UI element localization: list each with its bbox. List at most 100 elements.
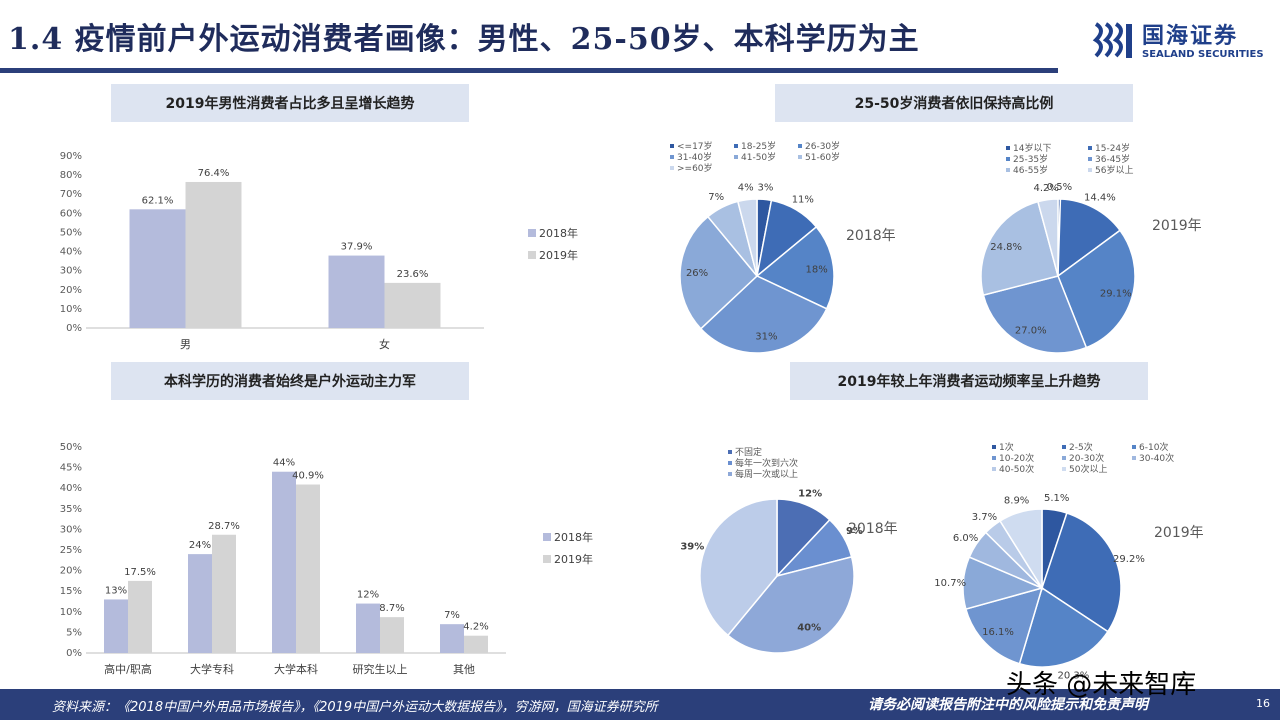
legend-swatch (528, 251, 536, 259)
x-tick-label: 大学专科 (190, 662, 234, 676)
legend-swatch (1088, 146, 1092, 150)
pie-slice (699, 498, 778, 637)
pie-year-label: 2018年 (846, 228, 896, 244)
legend-swatch (543, 555, 551, 563)
data-label: 44% (273, 458, 295, 469)
footer-disclaimer[interactable]: 请务必阅读报告附注中的风险提示和免责声明 (868, 697, 1148, 713)
data-label: 37.9% (341, 242, 373, 253)
y-tick-label: 0% (66, 323, 82, 334)
legend-swatch (1006, 168, 1010, 172)
legend-swatch (528, 229, 536, 237)
pie-slice (736, 198, 758, 277)
legend-swatch (734, 155, 738, 159)
legend-label: 6-10次 (1139, 441, 1168, 453)
legend-label: 25-35岁 (1013, 153, 1048, 165)
x-tick-label: 男 (180, 338, 191, 351)
bar (129, 209, 186, 328)
pie-label: 12% (798, 488, 822, 499)
y-tick-label: 5% (66, 627, 82, 638)
legend-swatch (1088, 157, 1092, 161)
y-tick-label: 0% (66, 648, 82, 659)
pie-slice (726, 555, 855, 654)
pie-slice (964, 586, 1044, 665)
legend-swatch (1062, 467, 1066, 471)
y-tick-label: 50% (60, 442, 82, 453)
data-label: 7% (444, 610, 460, 621)
panel-title-education: 本科学历的消费者始终是户外运动主力军 (111, 362, 469, 400)
legend-label: 15-24岁 (1095, 142, 1130, 154)
legend-swatch (670, 166, 674, 170)
data-label: 13% (105, 585, 127, 596)
pie-slice (679, 215, 759, 330)
y-tick-label: 30% (60, 524, 82, 535)
pie-label: 4.2% (1033, 183, 1058, 194)
y-tick-label: 80% (60, 170, 82, 181)
legend-swatch (1062, 445, 1066, 449)
y-tick-label: 20% (60, 566, 82, 577)
legend-label: 2018年 (554, 530, 593, 544)
y-tick-label: 40% (60, 483, 82, 494)
legend-swatch (1006, 146, 1010, 150)
data-label: 23.6% (397, 269, 429, 280)
pie-label: 0.5% (1047, 182, 1072, 193)
legend-swatch (1132, 445, 1136, 449)
logo-subtitle: SEALAND SECURITIES (1142, 49, 1264, 60)
pie-slice (982, 275, 1088, 354)
pie-label: 18% (805, 264, 827, 275)
pie-label: 27.0% (1015, 326, 1047, 337)
legend-label: 46-55岁 (1013, 164, 1048, 176)
legend-swatch (992, 456, 996, 460)
legend-label: 20-30次 (1069, 452, 1104, 464)
data-label: 28.7% (208, 521, 240, 532)
legend-label: 41-50岁 (741, 151, 776, 163)
legend-swatch (728, 450, 732, 454)
y-tick-label: 90% (60, 151, 82, 162)
pie-label: 4% (738, 183, 754, 194)
legend-label: 36-45岁 (1095, 153, 1130, 165)
bar (128, 580, 152, 653)
data-label: 76.4% (198, 168, 230, 179)
pie-label: 7% (708, 192, 724, 203)
x-tick-label: 研究生以上 (353, 662, 408, 676)
pie-label: 8.9% (1004, 496, 1029, 507)
legend-label: 26-30岁 (805, 140, 840, 152)
y-tick-label: 40% (60, 247, 82, 258)
legend-swatch (1088, 168, 1092, 172)
data-label: 4.2% (463, 622, 488, 633)
y-tick-label: 30% (60, 266, 82, 277)
pie-label: 20.3% (1058, 670, 1090, 681)
legend-label: 2019年 (539, 248, 578, 262)
education-bar-chart: 0% 5% 10% 15% 20% 25% 30% 35% 40% 45% 50% 13% 17.5% 高… (60, 442, 593, 676)
pie-slice (1018, 586, 1109, 668)
legend-swatch (992, 467, 996, 471)
pie-year-label: 2019年 (1152, 218, 1202, 234)
legend-swatch (1132, 456, 1136, 460)
legend-swatch (670, 155, 674, 159)
panel-title-age: 25-50岁消费者依旧保持高比例 (775, 84, 1133, 122)
legend-label: 18-25岁 (741, 140, 776, 152)
data-label: 8.7% (379, 603, 404, 614)
legend-label: <=17岁 (677, 140, 713, 152)
legend-swatch (734, 144, 738, 148)
header-divider (0, 68, 1058, 73)
legend-label: 51-60岁 (805, 151, 840, 163)
pie-slice (1041, 512, 1122, 633)
pie-label: 16.1% (982, 627, 1014, 638)
panel-title-frequency: 2019年较上年消费者运动频率呈上升趋势 (790, 362, 1148, 400)
bar (384, 282, 441, 328)
pie-slice (1057, 229, 1136, 349)
legend-label: 40-50次 (999, 463, 1034, 475)
legend-swatch (670, 144, 674, 148)
legend-swatch (1006, 157, 1010, 161)
legend-swatch (1062, 456, 1066, 460)
pie-label: 29.2% (1113, 554, 1145, 565)
pie-slice (1036, 198, 1059, 277)
y-tick-label: 15% (60, 586, 82, 597)
legend-label: 不固定 (735, 446, 762, 458)
legend-swatch (798, 144, 802, 148)
legend-swatch (992, 445, 996, 449)
pie-label: 26% (686, 268, 708, 279)
y-tick-label: 25% (60, 545, 82, 556)
y-tick-label: 10% (60, 304, 82, 315)
data-label: 17.5% (124, 567, 156, 578)
